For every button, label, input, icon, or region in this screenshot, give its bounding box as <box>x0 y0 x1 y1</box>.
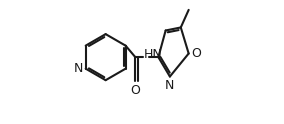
Text: N: N <box>73 62 83 75</box>
Text: O: O <box>191 47 201 60</box>
Text: N: N <box>165 79 174 92</box>
Text: O: O <box>130 84 140 97</box>
Text: HN: HN <box>144 48 162 61</box>
